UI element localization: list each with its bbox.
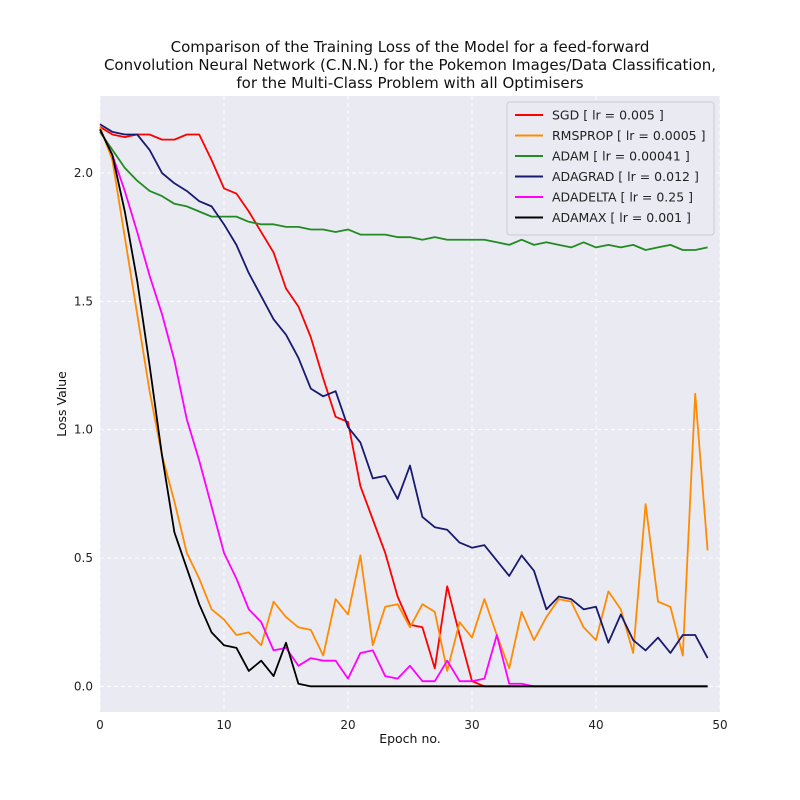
x-tick-label: 40 [588,718,603,732]
legend-entry: RMSPROP [ lr = 0.0005 ] [552,128,705,143]
x-tick-label: 10 [216,718,231,732]
chart-title: Comparison of the Training Loss of the M… [104,38,716,92]
legend-entry: ADAM [ lr = 0.00041 ] [552,149,690,164]
x-tick-label: 20 [340,718,355,732]
y-tick-label: 0.0 [74,679,93,693]
legend-entry: SGD [ lr = 0.005 ] [552,108,664,123]
series-line-1 [99,126,709,672]
y-tick-label: 0.5 [74,551,93,565]
legend: SGD [ lr = 0.005 ] RMSPROP [ lr = 0.0005 … [506,101,715,236]
chart-title-line: for the Multi-Class Problem with all Opt… [236,74,583,92]
legend-entry: ADAGRAD [ lr = 0.012 ] [552,169,699,184]
x-tick-label: 30 [464,718,479,732]
series-line-3 [99,123,709,659]
x-axis-ticks: 0 10 20 30 40 50 [96,718,727,732]
y-tick-label: 1.0 [74,423,93,437]
x-tick-label: 0 [96,718,104,732]
legend-frame [506,101,715,236]
series-line-5 [99,128,708,688]
chart-title-line: Comparison of the Training Loss of the M… [171,38,650,56]
x-axis-label: Epoch no. [379,731,441,746]
legend-entry: ADADELTA [ lr = 0.25 ] [552,190,693,205]
y-axis-ticks: 0.0 0.5 1.0 1.5 2.0 [74,166,93,693]
series-lines [99,123,709,688]
y-tick-label: 1.5 [74,294,93,308]
y-axis-label: Loss Value [54,371,69,437]
series-line-2 [99,131,708,251]
x-tick-label: 50 [712,718,727,732]
chart-title-line: Convolution Neural Network (C.N.N.) for … [104,56,716,74]
y-tick-label: 2.0 [74,166,93,180]
legend-entry: ADAMAX [ lr = 0.001 ] [552,210,691,225]
